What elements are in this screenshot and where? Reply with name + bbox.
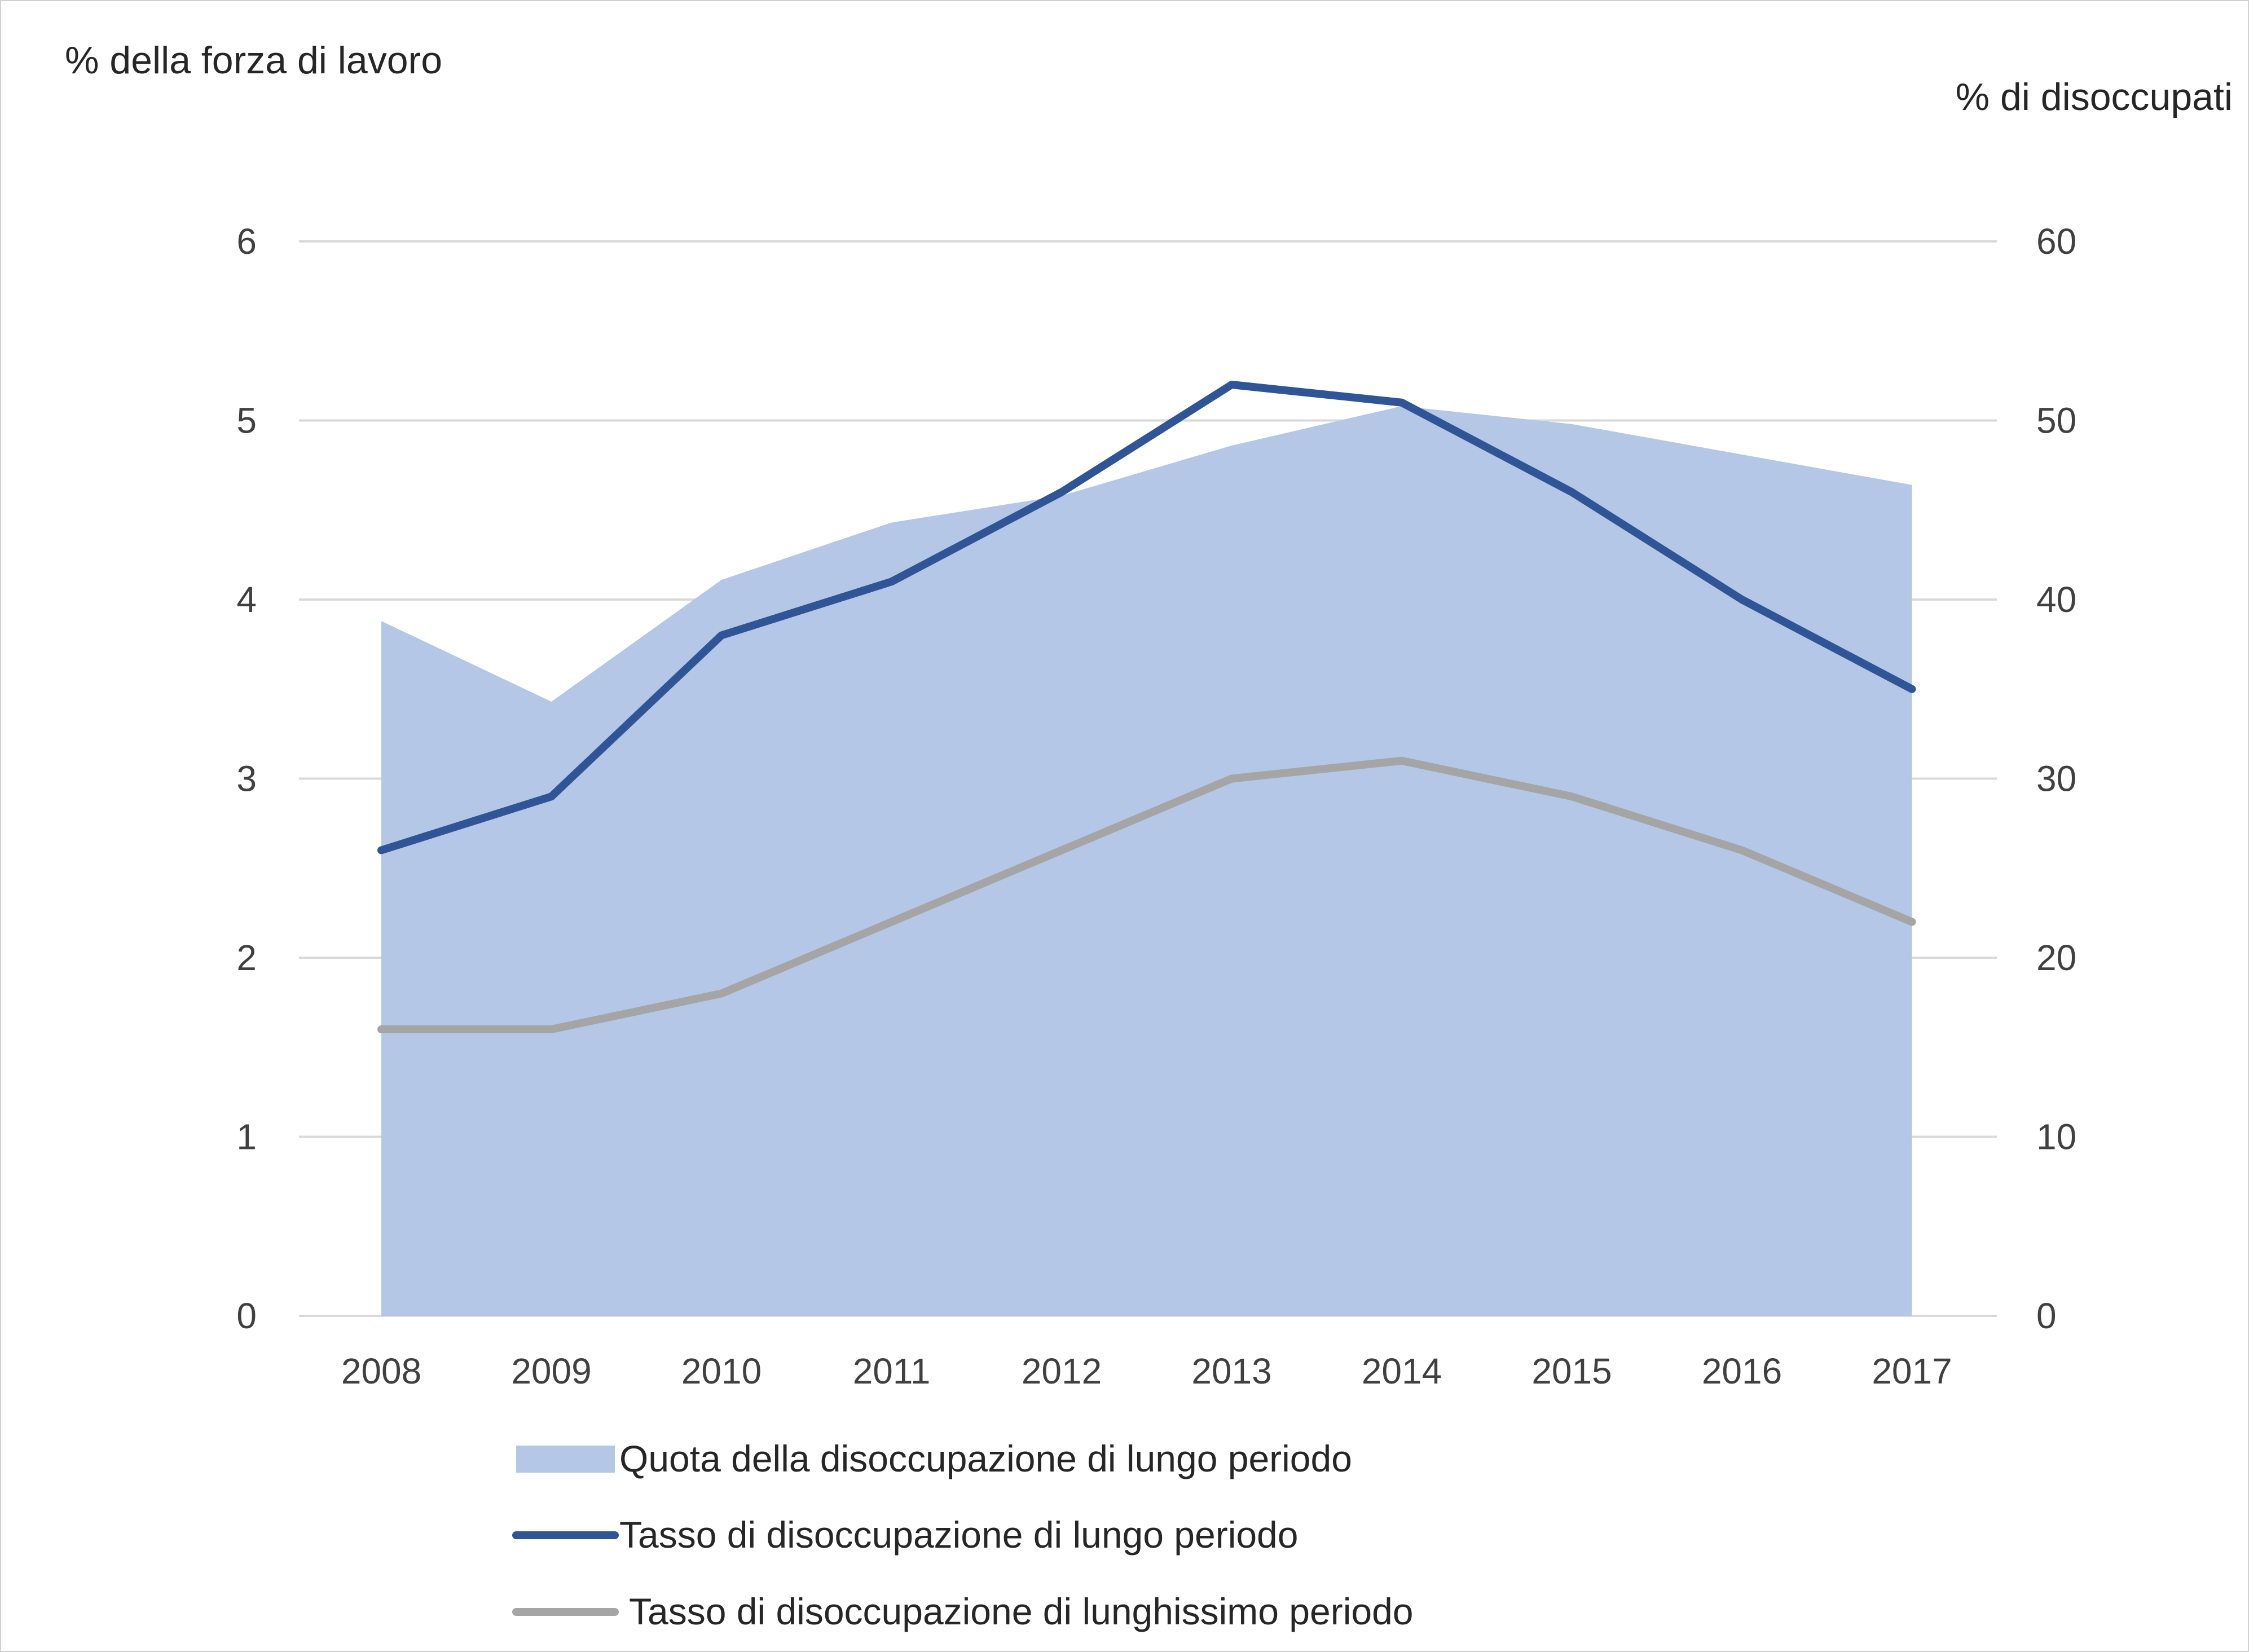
right-tick-label: 20 — [2036, 937, 2076, 978]
left-tick-label: 4 — [236, 579, 257, 620]
left-tick-label: 3 — [236, 759, 257, 799]
x-tick-label: 2015 — [1531, 1351, 1612, 1391]
right-tick-label: 60 — [2036, 221, 2076, 262]
right-axis-label: % di disoccupati — [1956, 76, 2233, 118]
left-tick-label: 1 — [236, 1117, 257, 1157]
x-tick-label: 2008 — [341, 1351, 421, 1391]
right-tick-label: 40 — [2036, 579, 2076, 620]
line-tasso-lungo-periodo — [377, 381, 1916, 854]
x-tick-label: 2011 — [853, 1351, 931, 1391]
left-tick-label: 5 — [236, 400, 257, 441]
legend: Quota della disoccupazione di lungo peri… — [512, 1438, 1413, 1632]
legend-label: Tasso di disoccupazione di lungo periodo — [619, 1514, 1298, 1556]
left-tick-label: 0 — [236, 1296, 257, 1336]
line-series — [377, 381, 1916, 1033]
right-axis-ticks: 0 10 20 30 40 50 60 — [2036, 221, 2076, 1336]
x-tick-label: 2012 — [1022, 1351, 1102, 1391]
left-axis-ticks: 0 1 2 3 4 5 6 — [236, 221, 257, 1336]
legend-label: Tasso di disoccupazione di lunghissimo p… — [629, 1591, 1413, 1632]
legend-label: Quota della disoccupazione di lungo peri… — [619, 1438, 1352, 1479]
line-tasso-lunghissimo-periodo — [377, 756, 1916, 1033]
legend-swatch-area — [516, 1446, 615, 1473]
x-tick-label: 2014 — [1362, 1351, 1442, 1391]
area-series — [381, 406, 1912, 1316]
right-tick-label: 50 — [2036, 400, 2076, 441]
x-tick-label: 2017 — [1872, 1351, 1952, 1391]
left-tick-label: 2 — [236, 937, 257, 978]
right-tick-label: 10 — [2036, 1117, 2076, 1157]
x-tick-label: 2009 — [511, 1351, 591, 1391]
x-tick-label: 2010 — [681, 1351, 762, 1391]
right-tick-label: 0 — [2036, 1296, 2057, 1336]
left-tick-label: 6 — [236, 221, 257, 262]
x-tick-label: 2016 — [1702, 1351, 1782, 1391]
x-tick-label: 2013 — [1191, 1351, 1271, 1391]
right-tick-label: 30 — [2036, 759, 2076, 799]
area-quota-lungo-periodo — [381, 406, 1912, 1316]
left-axis-label: % della forza di lavoro — [65, 39, 442, 82]
x-axis-ticks: 2008 2009 2010 2011 2012 2013 2014 2015 2016 2017 — [341, 1351, 1952, 1391]
